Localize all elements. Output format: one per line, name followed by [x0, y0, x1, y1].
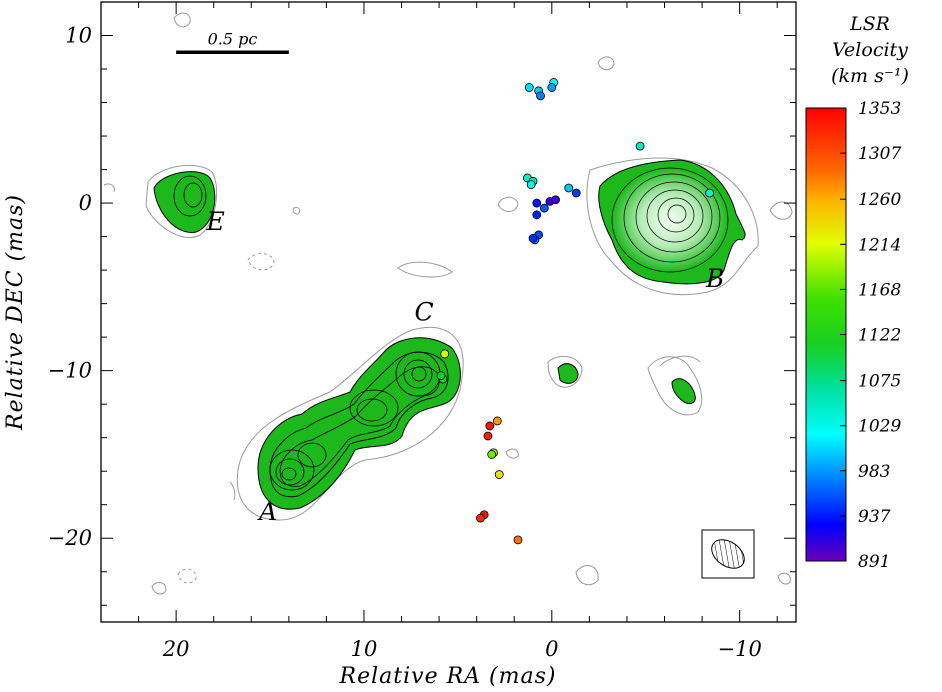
maser-spot: [539, 203, 549, 213]
colorbar-tick-label: 937: [858, 507, 891, 527]
maser-spot: [483, 431, 493, 441]
x-tick-label: 20: [162, 637, 190, 661]
maser-spot: [526, 180, 536, 190]
maser-spot: [487, 450, 497, 459]
component-e-blob: [153, 171, 216, 233]
maser-spot: [494, 470, 504, 479]
y-tick-label: 10: [65, 24, 92, 48]
colorbar-gradient-bar: [805, 107, 847, 562]
colorbar-title-line-1: LSR: [849, 13, 890, 35]
maser-spot: [564, 183, 574, 193]
small-blob-center: [557, 363, 579, 384]
colorbar-tick-label: 1214: [858, 235, 901, 255]
y-axis-title: Relative DEC (mas): [3, 194, 28, 431]
colorbar-title-line-3: (km s⁻¹): [831, 65, 909, 87]
maser-spot: [547, 83, 557, 92]
plot-frame: [100, 1, 797, 623]
y-tick-label: 0: [79, 191, 92, 215]
negative-contours: [177, 253, 275, 584]
colorbar-tick-label: 1075: [858, 372, 901, 392]
maser-spot: [551, 195, 560, 205]
x-tick-label: −10: [717, 637, 761, 661]
beam-ellipse: [711, 539, 745, 569]
outer-contours: [103, 12, 793, 595]
colorbar: LSR Velocity (km s⁻¹) 1353 1307 1260 1214 11…: [805, 13, 909, 572]
maser-spot: [492, 416, 502, 426]
scale-bar-label: 0.5 pc: [208, 29, 258, 48]
component-label-a: A: [257, 497, 277, 526]
colorbar-tick-label: 1029: [858, 417, 901, 437]
maser-spot: [528, 233, 538, 243]
scale-bar: 0.5 pc: [176, 29, 289, 55]
x-tick-label: 0: [545, 637, 558, 661]
colorbar-tick-label: 1307: [858, 144, 901, 164]
maser-spot: [532, 198, 542, 208]
component-labels: A B C E: [205, 207, 724, 526]
x-axis-title: Relative RA (mas): [339, 664, 557, 689]
maser-spot: [476, 513, 485, 523]
colorbar-tick-label: 1260: [858, 190, 901, 210]
beam-box: [701, 529, 755, 579]
maser-spot: [440, 349, 450, 359]
colorbar-tick-label: 891: [858, 552, 890, 572]
component-label-c: C: [415, 297, 434, 326]
component-label-b: B: [705, 264, 724, 293]
continuum-map: [103, 12, 793, 595]
y-tick-label: −20: [48, 526, 92, 550]
maser-spot: [436, 371, 446, 381]
colorbar-ticks: 1353 1307 1260 1214 1168 1122 1075 1029 983 937 89…: [840, 99, 901, 572]
colorbar-tick-label: 1168: [858, 280, 901, 300]
small-blob-right: [671, 378, 696, 405]
maser-spots: [436, 78, 714, 545]
y-tick-labels: 10 0 −10 −20: [48, 24, 92, 551]
maser-spot: [524, 83, 534, 92]
maser-spot: [485, 421, 495, 431]
maser-spot: [705, 188, 714, 198]
x-tick-label: 10: [351, 637, 378, 661]
maser-spot: [635, 141, 645, 151]
axis-ticks: [100, 1, 796, 622]
y-tick-label: −10: [48, 359, 92, 383]
maser-spot: [513, 535, 523, 545]
maser-spot: [532, 210, 542, 220]
maser-spot: [571, 188, 581, 198]
component-label-e: E: [205, 207, 224, 236]
maser-spot: [536, 91, 545, 101]
jet-components-a-c: [257, 337, 461, 510]
x-tick-labels: 20 10 0 −10: [162, 637, 762, 661]
colorbar-tick-label: 1122: [858, 326, 901, 346]
colorbar-title-line-2: Velocity: [832, 39, 908, 61]
colorbar-tick-label: 983: [858, 462, 890, 482]
colorbar-tick-label: 1353: [858, 99, 901, 119]
